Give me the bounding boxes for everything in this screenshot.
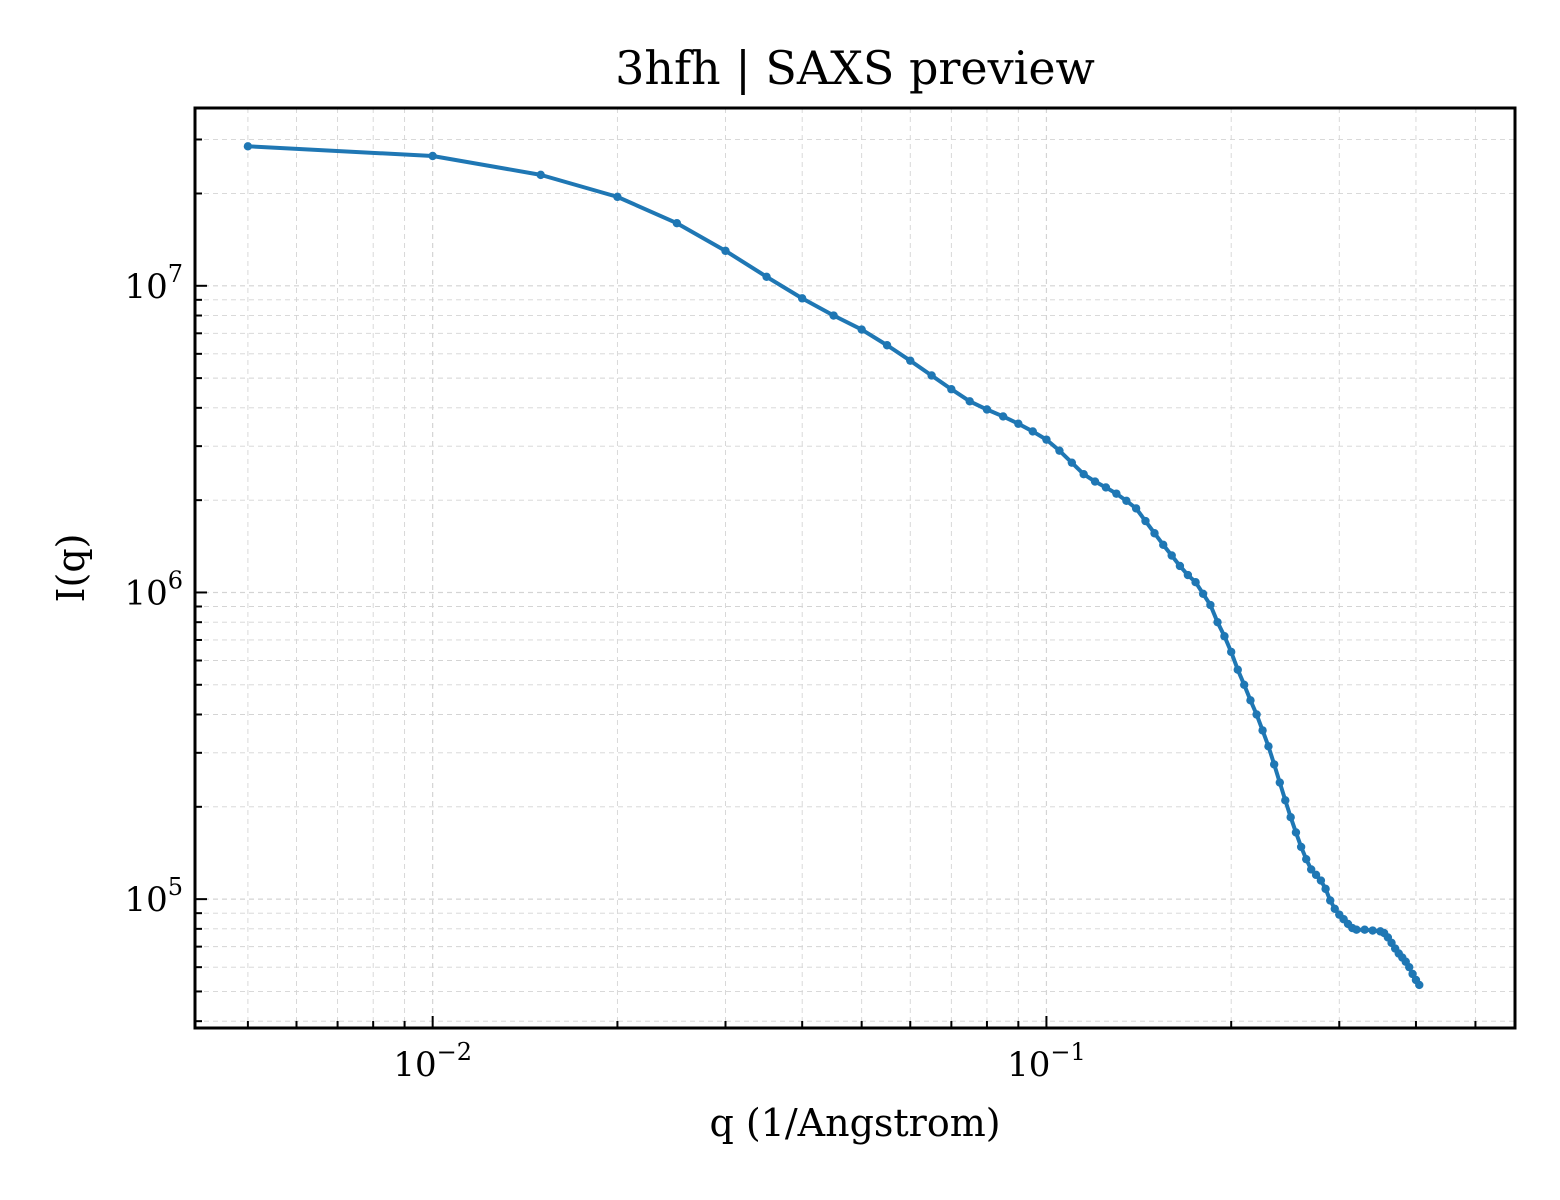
data-point [1175, 561, 1185, 571]
data-point [1321, 884, 1330, 894]
data-point [1112, 489, 1121, 498]
data-point [1042, 435, 1051, 444]
data-point [1206, 600, 1215, 610]
data-point [1028, 427, 1037, 436]
data-point [1226, 647, 1236, 657]
data-point [982, 405, 992, 414]
data-point [1306, 865, 1316, 874]
data-point [1014, 419, 1023, 428]
data-point [1291, 828, 1301, 837]
data-point [243, 142, 253, 151]
data-point [1067, 458, 1077, 467]
data-point [536, 170, 545, 180]
data-point [829, 311, 838, 320]
data-point [1246, 696, 1255, 705]
data-point [672, 219, 682, 228]
data-point [1252, 710, 1261, 719]
chart-title: 3hfh | SAXS preview [615, 41, 1095, 95]
data-point [1220, 632, 1229, 641]
data-point [1122, 496, 1131, 506]
data-point [428, 151, 437, 161]
x-tick-label: 10−1 [1007, 1038, 1086, 1085]
data-point [762, 272, 771, 281]
y-tick-label: 106 [124, 566, 183, 613]
data-point [721, 246, 730, 256]
series-line [245, 144, 1422, 987]
data-point [1233, 665, 1242, 674]
data-point [1213, 617, 1222, 627]
data-point [1286, 813, 1295, 822]
data-point [1131, 504, 1141, 513]
series-line-layer [243, 142, 1424, 990]
data-point [1296, 842, 1306, 852]
data-point [1183, 570, 1193, 580]
y-tick-label: 107 [124, 260, 183, 307]
data-point [797, 294, 807, 303]
x-tick-label: 10−2 [393, 1038, 472, 1085]
data-point [1368, 926, 1377, 935]
data-point [965, 397, 974, 406]
ticks: 10−2 10−1 105 106 107 [124, 138, 1477, 1085]
data-point [1055, 446, 1064, 455]
data-point [613, 192, 622, 202]
data-point [1198, 589, 1208, 599]
data-point [1330, 904, 1339, 913]
data-point [1141, 516, 1150, 526]
data-point [1311, 870, 1321, 880]
data-point [1360, 925, 1369, 934]
y-tick-label: 105 [124, 873, 183, 920]
data-point [1415, 980, 1424, 990]
grid [195, 108, 1515, 1028]
data-point [1264, 742, 1273, 751]
plot-frame [193, 106, 1517, 1030]
data-point [1239, 680, 1249, 689]
data-point [947, 385, 956, 394]
data-point [1405, 962, 1414, 972]
data-point [1101, 483, 1111, 492]
data-point [906, 356, 915, 365]
data-point [927, 371, 936, 380]
data-point [1167, 551, 1176, 560]
data-point [1150, 529, 1159, 538]
data-point [1316, 876, 1326, 885]
data-point [1326, 896, 1335, 905]
data-point [1281, 796, 1290, 805]
data-point [1269, 760, 1279, 769]
data-point [1352, 925, 1361, 934]
data-point [882, 341, 892, 350]
data-point [857, 325, 866, 334]
data-point [998, 412, 1008, 421]
data-point [1258, 726, 1267, 735]
data-point [1159, 540, 1168, 550]
data-point [1302, 854, 1311, 864]
data-point [1090, 477, 1100, 486]
y-axis-label: I(q) [49, 534, 93, 603]
x-axis-label: q (1/Angstrom) [709, 1101, 1000, 1145]
data-point [1275, 778, 1284, 787]
data-point [1191, 578, 1200, 587]
data-point [1079, 470, 1088, 479]
